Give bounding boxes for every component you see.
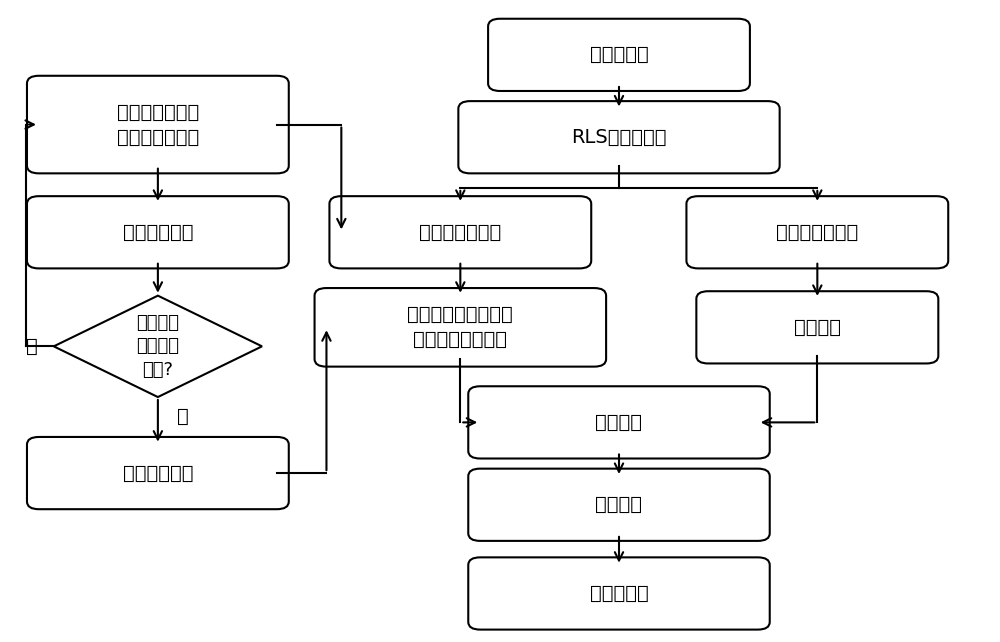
FancyBboxPatch shape (27, 76, 289, 173)
FancyBboxPatch shape (488, 19, 750, 91)
Text: 高频段信号提取: 高频段信号提取 (776, 223, 858, 242)
Text: 最优品质因子: 最优品质因子 (123, 464, 193, 483)
Text: 低共振分
量最大峭
度值?: 低共振分 量最大峭 度值? (136, 314, 179, 379)
FancyBboxPatch shape (468, 386, 770, 458)
FancyBboxPatch shape (468, 469, 770, 541)
Text: 线性叠加: 线性叠加 (596, 495, 642, 514)
FancyBboxPatch shape (686, 196, 948, 268)
FancyBboxPatch shape (315, 288, 606, 367)
Polygon shape (54, 296, 262, 397)
FancyBboxPatch shape (696, 291, 938, 363)
FancyBboxPatch shape (458, 101, 780, 173)
Text: 一定步长下的高
低品质因子输入: 一定步长下的高 低品质因子输入 (117, 103, 199, 146)
Text: 否: 否 (26, 337, 38, 356)
Text: 小波降噪: 小波降噪 (794, 318, 841, 337)
Text: 轴承声信号: 轴承声信号 (590, 46, 648, 64)
FancyBboxPatch shape (329, 196, 591, 268)
Text: RLS去混响技术: RLS去混响技术 (571, 128, 667, 147)
Text: 低频段信号提取: 低频段信号提取 (419, 223, 501, 242)
Text: 信号放大: 信号放大 (596, 413, 642, 432)
Text: 是: 是 (177, 406, 189, 426)
FancyBboxPatch shape (27, 196, 289, 268)
FancyBboxPatch shape (468, 557, 770, 630)
FancyBboxPatch shape (27, 437, 289, 509)
Text: 包络谱分析: 包络谱分析 (590, 584, 648, 603)
Text: 共振稀疏分解: 共振稀疏分解 (123, 223, 193, 242)
Text: 基于最优品质因子的
共振稀疏分解方法: 基于最优品质因子的 共振稀疏分解方法 (407, 306, 513, 349)
